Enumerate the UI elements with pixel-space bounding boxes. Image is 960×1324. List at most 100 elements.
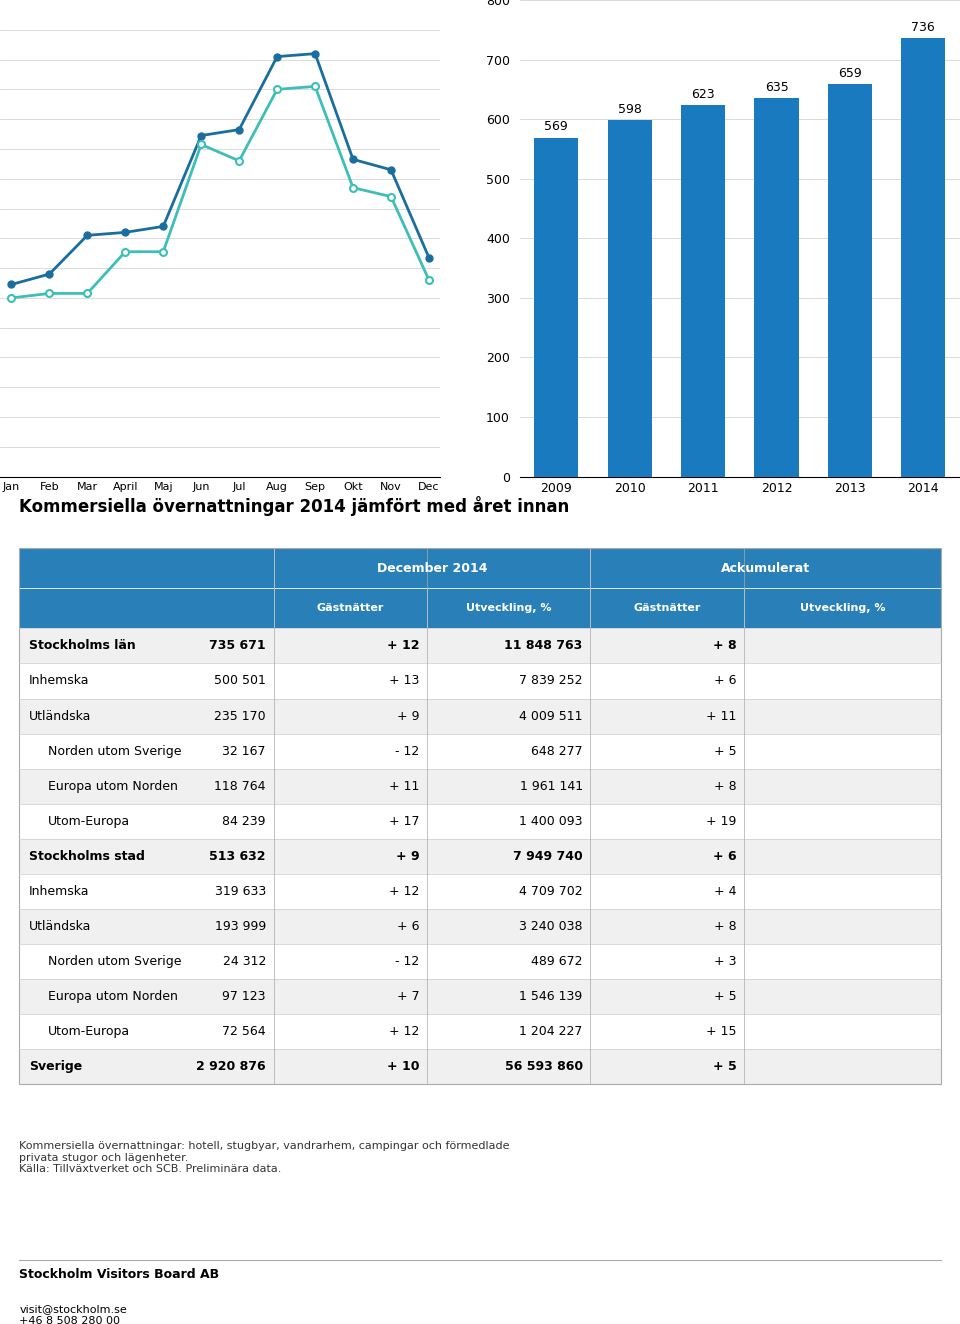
Text: Utom-Europa: Utom-Europa	[48, 1025, 131, 1038]
Text: Sverige: Sverige	[29, 1061, 82, 1072]
Text: Utom-Europa: Utom-Europa	[48, 814, 131, 828]
Text: 118 764: 118 764	[214, 780, 266, 793]
Bar	[19, 1014, 941, 1049]
Text: + 8: + 8	[712, 639, 736, 653]
Bar	[744, 588, 941, 629]
Text: + 13: + 13	[389, 674, 420, 687]
Bar	[19, 663, 941, 699]
Bar	[19, 548, 941, 1084]
Text: Stockholms län: Stockholms län	[29, 639, 135, 653]
Text: 489 672: 489 672	[531, 955, 583, 968]
Text: 1 961 141: 1 961 141	[519, 780, 583, 793]
Text: Europa utom Norden: Europa utom Norden	[48, 990, 178, 1002]
Text: Stockholms stad: Stockholms stad	[29, 850, 145, 863]
Text: 72 564: 72 564	[223, 1025, 266, 1038]
Bar	[828, 83, 872, 477]
Text: Kommersiella övernattningar: hotell, stugbyar, vandrarhem, campingar och förmedl: Kommersiella övernattningar: hotell, stu…	[19, 1141, 510, 1174]
Text: + 4: + 4	[714, 884, 736, 898]
Bar	[19, 699, 941, 733]
Text: + 6: + 6	[397, 920, 420, 932]
Text: 4 009 511: 4 009 511	[519, 710, 583, 723]
Text: 1 204 227: 1 204 227	[519, 1025, 583, 1038]
Text: Gästnätter: Gästnätter	[634, 604, 701, 613]
Text: - 12: - 12	[396, 744, 420, 757]
Text: Gästnätter: Gästnätter	[317, 604, 384, 613]
Text: 97 123: 97 123	[223, 990, 266, 1002]
Text: 7 949 740: 7 949 740	[513, 850, 583, 863]
Bar	[19, 978, 941, 1014]
Text: 598: 598	[618, 103, 641, 117]
Text: Utveckling, %: Utveckling, %	[466, 604, 552, 613]
Text: + 19: + 19	[706, 814, 736, 828]
Text: + 8: + 8	[713, 920, 736, 932]
Text: + 12: + 12	[389, 884, 420, 898]
Text: Europa utom Norden: Europa utom Norden	[48, 780, 178, 793]
Text: + 15: + 15	[706, 1025, 736, 1038]
Text: + 5: + 5	[713, 990, 736, 1002]
Text: Ackumulerat: Ackumulerat	[721, 561, 810, 575]
Text: 3 240 038: 3 240 038	[519, 920, 583, 932]
Bar	[590, 588, 744, 629]
Text: + 17: + 17	[389, 814, 420, 828]
Bar	[19, 629, 941, 663]
Text: + 8: + 8	[713, 780, 736, 793]
Text: Norden utom Sverige: Norden utom Sverige	[48, 955, 181, 968]
Bar	[19, 768, 941, 804]
Bar	[19, 1049, 941, 1084]
Text: 623: 623	[691, 89, 715, 102]
Text: December 2014: December 2014	[376, 561, 488, 575]
Bar	[19, 908, 941, 944]
Text: + 9: + 9	[396, 850, 420, 863]
Text: 1 546 139: 1 546 139	[519, 990, 583, 1002]
Text: 32 167: 32 167	[223, 744, 266, 757]
Legend: 2013: 2013	[59, 548, 127, 567]
Text: Stockholm Visitors Board AB: Stockholm Visitors Board AB	[19, 1268, 219, 1282]
Text: + 11: + 11	[389, 780, 420, 793]
Bar	[274, 548, 590, 588]
Bar	[535, 138, 578, 477]
Bar	[19, 548, 274, 588]
Text: Kommersiella övernattningar 2014 jämfört med året innan: Kommersiella övernattningar 2014 jämfört…	[19, 496, 569, 516]
Text: 736: 736	[911, 21, 935, 34]
Text: 659: 659	[838, 66, 862, 79]
Text: 2 920 876: 2 920 876	[196, 1061, 266, 1072]
Text: 4 709 702: 4 709 702	[519, 884, 583, 898]
Text: Utländska: Utländska	[29, 920, 91, 932]
Text: Utländska: Utländska	[29, 710, 91, 723]
Text: 84 239: 84 239	[223, 814, 266, 828]
Text: + 11: + 11	[706, 710, 736, 723]
Text: - 12: - 12	[396, 955, 420, 968]
Text: 56 593 860: 56 593 860	[505, 1061, 583, 1072]
Text: + 6: + 6	[714, 674, 736, 687]
Bar	[901, 38, 946, 477]
Text: 500 501: 500 501	[214, 674, 266, 687]
Text: 569: 569	[544, 120, 568, 134]
Text: Inhemska: Inhemska	[29, 884, 89, 898]
Text: 24 312: 24 312	[223, 955, 266, 968]
Text: 193 999: 193 999	[215, 920, 266, 932]
Bar	[681, 106, 725, 477]
Text: + 12: + 12	[389, 1025, 420, 1038]
Text: 235 170: 235 170	[214, 710, 266, 723]
Text: 513 632: 513 632	[209, 850, 266, 863]
Bar	[19, 804, 941, 838]
Text: + 10: + 10	[387, 1061, 420, 1072]
Text: 7 839 252: 7 839 252	[519, 674, 583, 687]
Bar	[427, 588, 590, 629]
Text: + 7: + 7	[396, 990, 420, 1002]
Text: Utveckling, %: Utveckling, %	[800, 604, 885, 613]
Text: + 12: + 12	[387, 639, 420, 653]
Text: 1 400 093: 1 400 093	[519, 814, 583, 828]
Bar	[19, 944, 941, 978]
Bar	[274, 588, 427, 629]
Text: 735 671: 735 671	[209, 639, 266, 653]
Text: Inhemska: Inhemska	[29, 674, 89, 687]
Text: + 5: + 5	[712, 1061, 736, 1072]
Bar	[608, 120, 652, 477]
Text: visit@stockholm.se
+46 8 508 280 00
www.visitstockholm.com: visit@stockholm.se +46 8 508 280 00 www.…	[19, 1304, 156, 1324]
Text: Norden utom Sverige: Norden utom Sverige	[48, 744, 181, 757]
Bar	[755, 98, 799, 477]
Text: + 6: + 6	[712, 850, 736, 863]
Text: + 5: + 5	[713, 744, 736, 757]
Text: 319 633: 319 633	[215, 884, 266, 898]
